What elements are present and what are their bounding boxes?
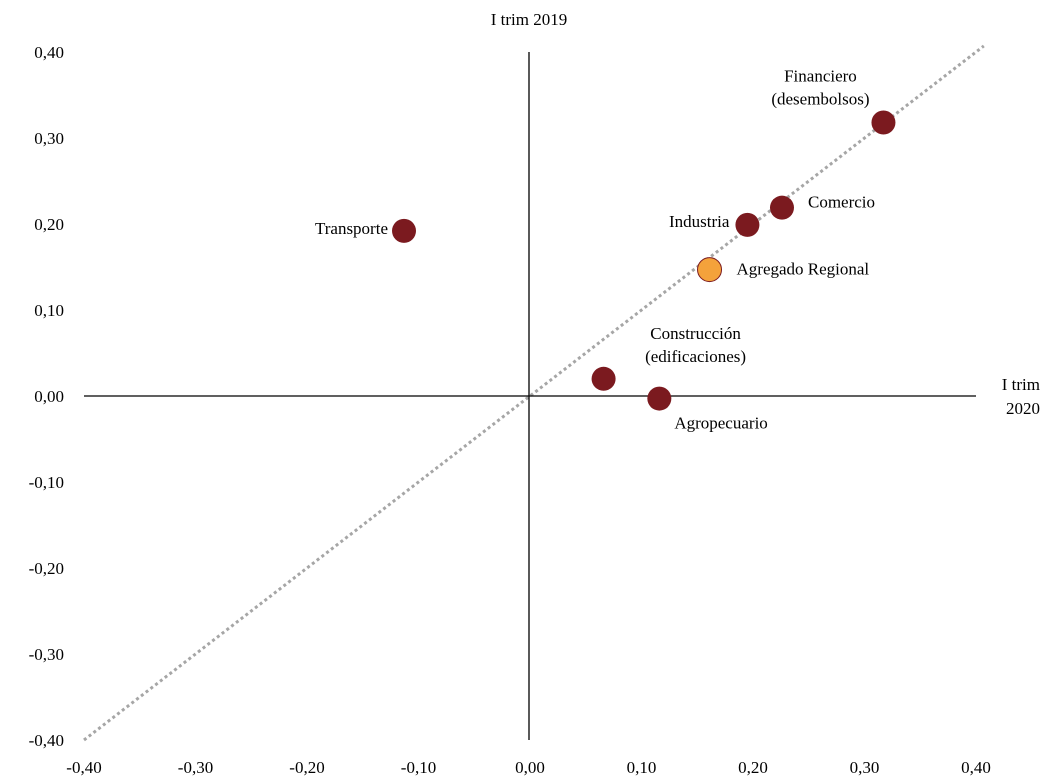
y-tick-label: -0,30	[29, 645, 64, 664]
point-label-comercio: Comercio	[808, 193, 875, 212]
point-label-transporte: Transporte	[315, 219, 388, 238]
point-label-line: Financiero	[784, 67, 857, 86]
x-tick-label: 0,10	[627, 758, 657, 776]
x-tick-label: 0,40	[961, 758, 991, 776]
point-label-line: Construcción	[650, 324, 741, 343]
x-tick-label: 0,30	[850, 758, 880, 776]
x-axis-title: I trim 2020	[1002, 375, 1040, 418]
y-tick-label: 0,20	[34, 215, 64, 234]
x-tick-label: -0,30	[178, 758, 213, 776]
y-tick-label: -0,10	[29, 473, 64, 492]
axes-layer	[84, 52, 976, 740]
y-tick-label: 0,40	[34, 43, 64, 62]
point-label-construccion: Construcción (edificaciones)	[645, 324, 746, 366]
y-tick-label: 0,30	[34, 129, 64, 148]
point-label-line: Transporte	[315, 219, 388, 238]
point-label-line: Agregado Regional	[737, 260, 870, 279]
identity-line	[83, 44, 985, 742]
reference-line-layer	[83, 44, 985, 742]
point-label-financiero: Financiero (desembolsos)	[771, 67, 869, 109]
y-tick-label: 0,00	[34, 387, 64, 406]
y-tick-label: 0,10	[34, 301, 64, 320]
x-tick-label: -0,20	[289, 758, 324, 776]
y-tick-label: -0,40	[29, 731, 64, 750]
x-axis-title-line: I trim	[1002, 375, 1040, 394]
point-label-line: Agropecuario	[674, 414, 767, 433]
x-tick-label: 0,20	[738, 758, 768, 776]
point-labels: Transporte Industria Comercio Financiero (de…	[315, 67, 875, 433]
x-tick-label: 0,00	[515, 758, 545, 776]
point-industria	[735, 212, 760, 237]
point-label-line: Comercio	[808, 193, 875, 212]
point-agregado	[697, 257, 723, 283]
point-agropecuario	[647, 386, 672, 411]
x-tick-label: -0,10	[401, 758, 436, 776]
point-comercio	[769, 195, 794, 220]
tick-labels: -0,40 -0,30 -0,20 -0,10 0,00 0,10 0,20 0,30 0,40…	[29, 43, 991, 776]
x-tick-label: -0,40	[66, 758, 101, 776]
point-label-agropecuario: Agropecuario	[674, 414, 767, 433]
point-transporte	[392, 218, 417, 243]
point-label-line: Industria	[669, 212, 730, 231]
point-label-line: (desembolsos)	[771, 90, 869, 109]
x-axis-title-line: 2020	[1006, 399, 1040, 418]
y-axis-title: I trim 2019	[491, 10, 568, 29]
data-points	[392, 110, 896, 411]
point-label-industria: Industria	[669, 212, 730, 231]
point-construccion	[591, 366, 616, 391]
point-financiero	[871, 110, 896, 135]
point-label-agregado: Agregado Regional	[737, 260, 870, 279]
y-tick-label: -0,20	[29, 559, 64, 578]
point-label-line: (edificaciones)	[645, 347, 746, 366]
